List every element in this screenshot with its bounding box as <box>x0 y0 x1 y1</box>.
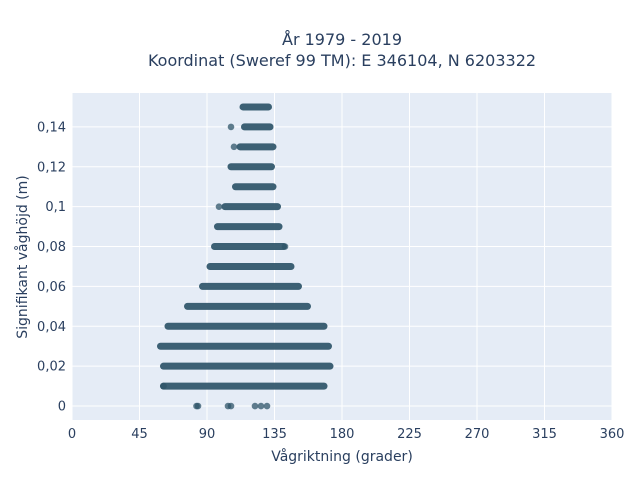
data-point <box>194 402 202 410</box>
x-tick-label: 270 <box>465 427 490 442</box>
x-tick-label: 135 <box>262 427 287 442</box>
data-point <box>263 402 271 410</box>
chart-title: År 1979 - 2019 <box>282 30 402 49</box>
data-point <box>257 402 265 410</box>
x-tick-label: 360 <box>600 427 625 442</box>
x-tick-labels: 0 45 90 135 180 225 270 315 360 <box>68 427 625 442</box>
y-tick-label: 0,04 <box>37 320 66 335</box>
y-tick-label: 0,1 <box>45 200 66 215</box>
data-point <box>227 123 235 131</box>
chart-subtitle: Koordinat (Sweref 99 TM): E 346104, N 62… <box>148 51 536 70</box>
data-point <box>227 402 235 410</box>
data-point <box>230 143 238 151</box>
x-tick-label: 0 <box>68 427 76 442</box>
y-tick-label: 0,14 <box>37 120 66 135</box>
x-tick-label: 225 <box>397 427 422 442</box>
x-tick-label: 315 <box>532 427 557 442</box>
y-axis-title: Signifikant våghöjd (m) <box>14 175 31 338</box>
x-tick-label: 180 <box>330 427 355 442</box>
x-tick-label: 45 <box>131 427 148 442</box>
y-tick-label: 0,08 <box>37 240 66 255</box>
y-tick-labels: 0 0,02 0,04 0,06 0,08 0,1 0,12 0,14 <box>37 120 66 414</box>
y-tick-label: 0,06 <box>37 280 66 295</box>
y-tick-label: 0,02 <box>37 360 66 375</box>
data-point <box>281 243 289 250</box>
data-point <box>160 382 167 390</box>
y-tick-label: 0 <box>58 400 66 415</box>
x-tick-label: 90 <box>199 427 216 442</box>
x-axis-title: Vågriktning (grader) <box>271 448 413 465</box>
data-point <box>251 402 259 410</box>
data-markers <box>157 103 334 410</box>
y-tick-label: 0,12 <box>37 160 66 175</box>
data-point <box>215 203 223 210</box>
grid-lines <box>71 93 613 420</box>
